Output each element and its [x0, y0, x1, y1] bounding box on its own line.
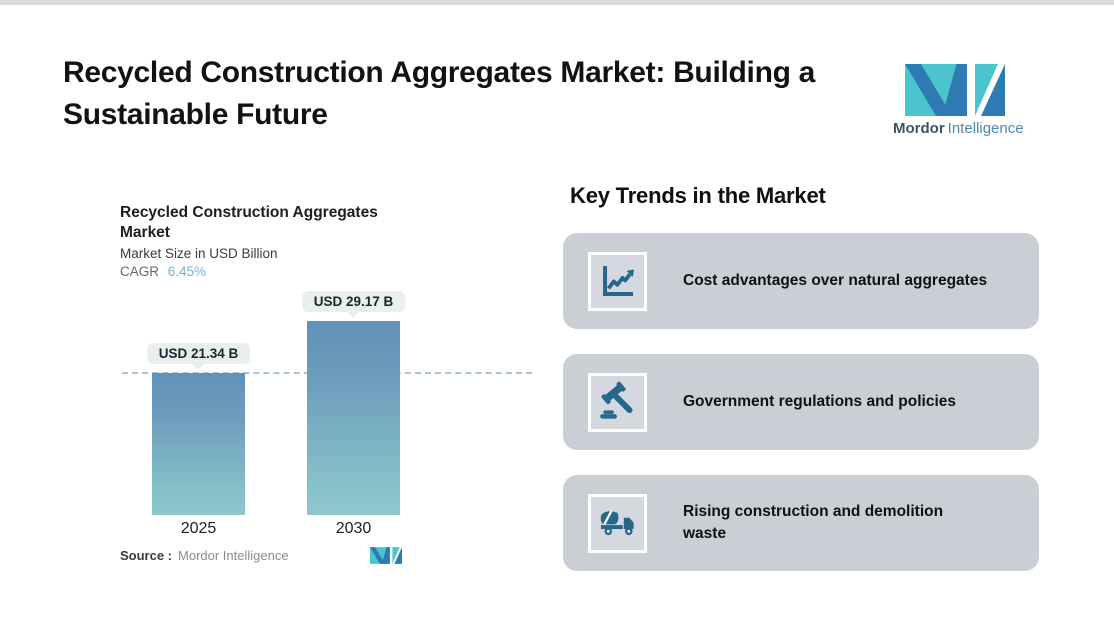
source-row: Source : Mordor Intelligence — [120, 547, 402, 565]
value-label-2025: USD 21.34 B — [158, 346, 239, 362]
trend-card-cost-advantages: Cost advantages over natural aggregates — [563, 233, 1039, 329]
badge-pointer — [347, 312, 360, 319]
value-badge-2025: USD 21.34 B — [146, 343, 251, 371]
page-title: Recycled Construction Aggregates Market:… — [63, 56, 816, 131]
market-bar — [152, 373, 245, 516]
bar-group-2025: USD 21.34 B 2025 — [146, 343, 251, 537]
chart-subtitle: Market Size in USD Billion — [120, 246, 278, 262]
top-border-strip — [0, 0, 1114, 5]
market-bar — [307, 321, 400, 516]
trend-cards: Cost advantages over natural aggregates … — [563, 233, 1039, 571]
mordor-intelligence-mini-logo-icon — [370, 547, 402, 565]
trend-card-demolition-waste: Rising construction and demolition waste — [563, 475, 1039, 571]
source-label: Source : — [120, 548, 173, 564]
brand-name-light: Intelligence — [947, 120, 1024, 137]
trend-text: Rising construction and demolition waste — [683, 503, 944, 542]
bar-group-2030: USD 29.17 B 2030 — [301, 291, 406, 537]
cagr-value: 6.45% — [167, 264, 207, 280]
icon-box — [588, 251, 647, 311]
source-value: Mordor Intelligence — [178, 548, 289, 564]
brand-name-bold: Mordor — [893, 120, 945, 137]
icon-box — [588, 493, 647, 553]
chart-title: Recycled Construction Aggregates Market — [120, 204, 378, 242]
icon-box — [588, 372, 647, 432]
trends-heading: Key Trends in the Market — [570, 183, 826, 208]
bar-chart-plot: USD 21.34 B 2025 USD 29.17 B 2030 — [120, 291, 540, 537]
cagr-label: CAGR — [120, 264, 160, 280]
trend-card-government-regulations: Government regulations and policies — [563, 354, 1039, 450]
brand-wordmark: Mordor Intelligence — [893, 120, 1024, 137]
trend-text: Government regulations and policies — [683, 393, 957, 410]
cagr-row: CAGR 6.45% — [120, 264, 560, 279]
mordor-intelligence-logo-icon — [905, 64, 1005, 116]
gavel-icon — [599, 381, 633, 419]
trend-text: Cost advantages over natural aggregates — [683, 272, 988, 289]
value-badge-2030: USD 29.17 B — [301, 291, 406, 319]
badge-pointer — [192, 364, 205, 371]
market-chart: Recycled Construction Aggregates Market … — [120, 203, 560, 565]
axis-label-2025: 2025 — [180, 520, 217, 538]
axis-label-2030: 2030 — [335, 520, 372, 538]
line-chart-icon — [602, 265, 634, 296]
mixer-truck-icon — [600, 510, 634, 536]
brand-logo: Mordor Intelligence — [893, 64, 1024, 137]
value-label-2030: USD 29.17 B — [313, 294, 394, 310]
